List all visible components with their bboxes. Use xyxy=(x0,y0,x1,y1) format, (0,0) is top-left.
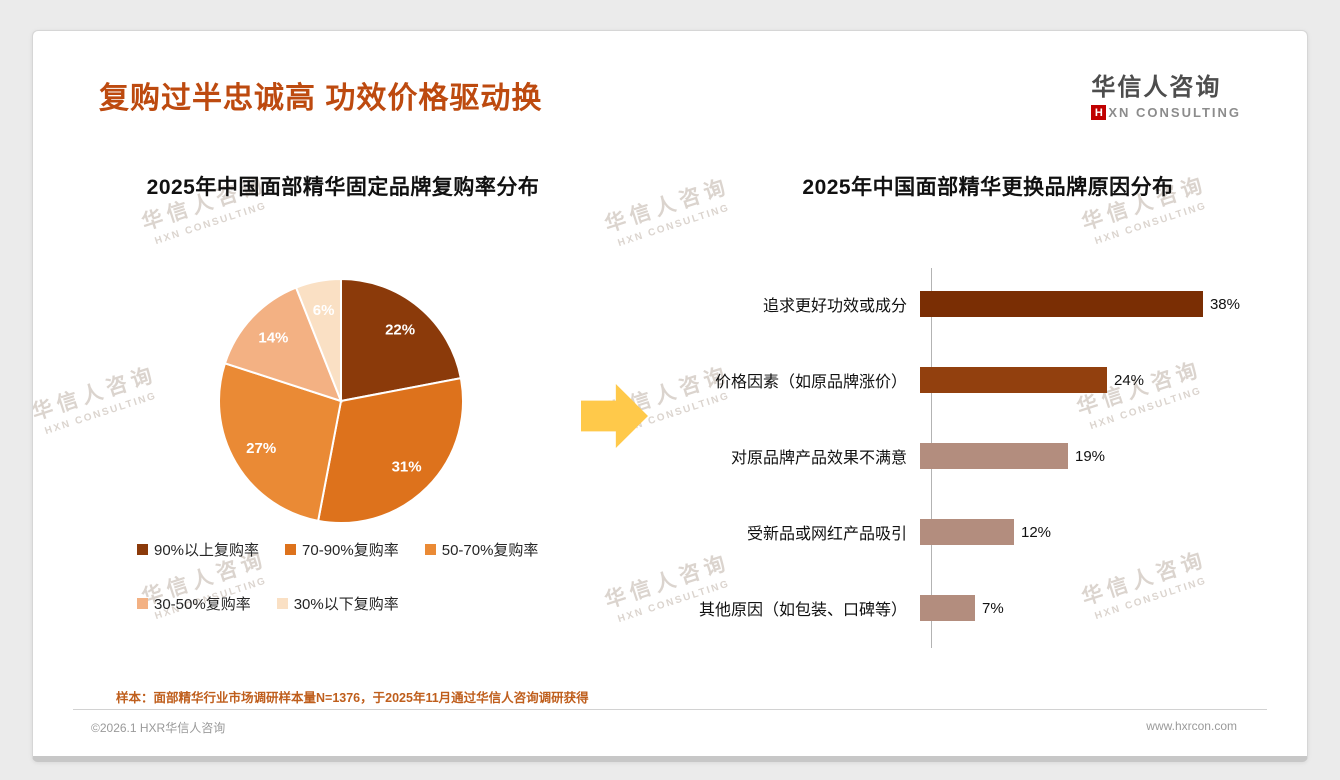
watermark: 华信人咨询 HXN CONSULTING xyxy=(32,362,160,438)
legend-row: 30-50%复购率 30%以下复购率 xyxy=(137,593,637,614)
legend-item: 70-90%复购率 xyxy=(285,539,399,560)
logo-subtitle-row: H XN CONSULTING xyxy=(1091,105,1241,120)
bar-row: 价格因素（如原品牌涨价） 24% xyxy=(693,342,1293,418)
bar-track: 19% xyxy=(920,443,1240,469)
legend-item: 30%以下复购率 xyxy=(276,593,399,614)
legend-swatch xyxy=(424,544,436,555)
company-logo: 华信人咨询 H XN CONSULTING xyxy=(1091,67,1241,120)
bar-track: 7% xyxy=(920,595,1240,621)
bar-fill xyxy=(920,443,1068,469)
website-url: www.hxrcon.com xyxy=(1146,719,1237,733)
legend-swatch xyxy=(137,598,148,609)
bar-fill xyxy=(920,519,1014,545)
legend-swatch xyxy=(276,598,288,609)
bar-track: 24% xyxy=(920,367,1240,393)
flow-arrow-icon xyxy=(581,384,648,448)
legend-label: 30%以下复购率 xyxy=(293,596,399,613)
legend-item: 90%以上复购率 xyxy=(137,539,259,560)
page-title: 复购过半忠诚高 功效价格驱动换 xyxy=(99,82,543,115)
legend-item: 30-50%复购率 xyxy=(137,593,251,614)
pie-slice xyxy=(294,277,342,402)
bar-row: 受新品或网红产品吸引 12% xyxy=(693,494,1293,570)
pie-slice xyxy=(316,376,464,524)
bar-row: 追求更好功效或成分 38% xyxy=(693,266,1293,342)
bar-track: 12% xyxy=(920,519,1240,545)
bar-row: 对原品牌产品效果不满意 19% xyxy=(693,418,1293,494)
sample-note: 样本：面部精华行业市场调研样本量N=1376，于2025年11月通过华信人咨询调… xyxy=(116,691,589,705)
bar-value-label: 12% xyxy=(1021,523,1052,541)
bar-value-label: 19% xyxy=(1075,447,1106,465)
bar-category-label: 其他原因（如包装、口碑等） xyxy=(698,602,907,619)
bar-chart: 追求更好功效或成分 38% 价格因素（如原品牌涨价） 24% 对原品牌产品效果不满意 19… xyxy=(693,266,1293,648)
legend-item: 50-70%复购率 xyxy=(424,539,539,560)
bar-track: 38% xyxy=(920,291,1240,317)
pie-legend: 90%以上复购率 70-90%复购率 50-70%复购率 30-50%复购率 30%以下… xyxy=(137,539,637,647)
pie-value-label: 31% xyxy=(392,459,422,476)
pie-chart-title: 2025年中国面部精华固定品牌复购率分布 xyxy=(146,176,540,199)
bar-fill xyxy=(920,291,1203,317)
bar-category-label: 对原品牌产品效果不满意 xyxy=(730,450,907,467)
bar-chart-title: 2025年中国面部精华更换品牌原因分布 xyxy=(802,176,1174,199)
pie-slice xyxy=(223,286,343,403)
bar-value-label: 38% xyxy=(1209,295,1240,313)
legend-label: 30-50%复购率 xyxy=(154,596,251,613)
legend-label: 90%以上复购率 xyxy=(154,542,260,559)
pie-value-label: 22% xyxy=(385,322,415,339)
slide-card: 华信人咨询 HXN CONSULTING 华信人咨询 HXN CONSULTING 华信… xyxy=(32,30,1308,762)
pie-slice xyxy=(340,277,463,403)
pie-chart: 22% 31% 27% 14% 6% xyxy=(218,277,464,524)
legend-swatch xyxy=(137,544,148,555)
pie-value-label: 6% xyxy=(313,302,335,319)
pie-value-label: 27% xyxy=(246,440,276,457)
bar-fill xyxy=(920,595,975,621)
pie-value-label: 14% xyxy=(258,330,288,347)
bar-fill xyxy=(920,367,1107,393)
logo-name: 华信人咨询 xyxy=(1091,74,1222,101)
bar-value-label: 7% xyxy=(982,599,1004,617)
pie-slice xyxy=(218,362,343,523)
legend-row: 90%以上复购率 70-90%复购率 50-70%复购率 xyxy=(137,539,637,560)
bar-category-label: 追求更好功效或成分 xyxy=(762,298,907,315)
bar-row: 其他原因（如包装、口碑等） 7% xyxy=(693,570,1293,646)
logo-h-badge-icon: H xyxy=(1091,105,1107,120)
legend-swatch xyxy=(285,544,297,555)
footer-divider xyxy=(73,709,1267,710)
legend-label: 50-70%复购率 xyxy=(441,542,539,559)
legend-label: 70-90%复购率 xyxy=(302,542,399,559)
bar-category-label: 受新品或网红产品吸引 xyxy=(746,526,907,543)
bar-category-label: 价格因素（如原品牌涨价） xyxy=(714,374,907,391)
bar-value-label: 24% xyxy=(1114,371,1145,389)
copyright-text: ©2026.1 HXR华信人咨询 xyxy=(91,721,226,735)
logo-subtitle: XN CONSULTING xyxy=(1108,105,1241,120)
